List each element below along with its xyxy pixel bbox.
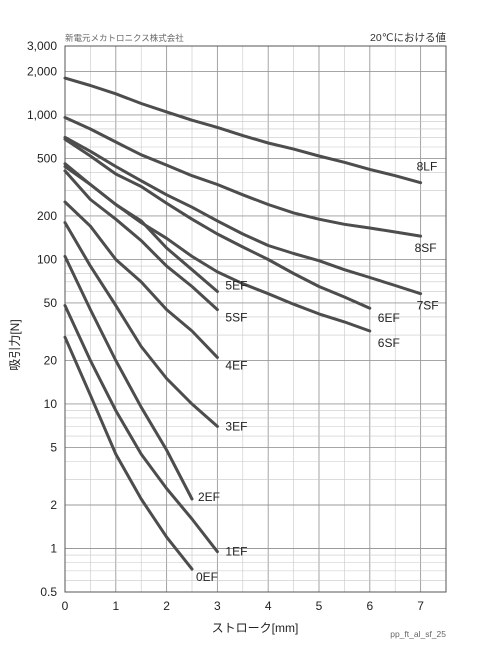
series-label-7sf: 7SF [417, 299, 439, 313]
company-name: 新電元メカトロニクス株式会社 [65, 33, 184, 43]
series-label-2ef: 2EF [198, 490, 220, 504]
series-line-4ef [63, 200, 219, 359]
y-tick-label: 50 [44, 296, 58, 310]
x-tick-label: 0 [62, 599, 69, 613]
series-line-6ef [63, 137, 372, 310]
x-tick-label: 1 [112, 599, 119, 613]
figure-code: pp_ft_al_sf_25 [390, 629, 446, 639]
y-tick-label: 500 [37, 151, 57, 165]
series-labels: 0EF 1EF 2EF 3EF 4EF 5SF 5EF 6SF 6EF 7SF 8SF 8LF [196, 160, 439, 584]
series-label-0ef: 0EF [196, 570, 218, 584]
x-tick-label: 7 [417, 599, 424, 613]
y-tick-label: 1,000 [27, 108, 57, 122]
series-label-6ef: 6EF [378, 311, 400, 325]
y-tick-label: 0.5 [40, 585, 57, 599]
plot-frame [64, 45, 447, 593]
series-line-1ef [63, 304, 219, 554]
series-line-8lf [63, 76, 423, 185]
x-axis-title: ストローク[mm] [212, 621, 299, 635]
series-label-8lf: 8LF [417, 160, 438, 174]
x-tick-label: 2 [163, 599, 170, 613]
series-lines [63, 76, 423, 571]
series-line-3ef [63, 221, 219, 428]
y-tick-label: 200 [37, 209, 57, 223]
series-label-3ef: 3EF [225, 419, 247, 433]
x-tick-label: 6 [366, 599, 373, 613]
series-line-7sf [63, 135, 423, 296]
series-label-8sf: 8SF [415, 241, 437, 255]
y-tick-label: 20 [44, 353, 58, 367]
y-ticks: 0.5 1 2 5 10 20 50 100 200 500 1,000 2,000 3,000 [27, 39, 57, 599]
series-label-1ef: 1EF [225, 545, 247, 559]
series-line-6sf [63, 162, 372, 333]
series-line-2ef [63, 254, 194, 501]
series-label-5sf: 5SF [225, 311, 247, 325]
x-ticks: 0 1 2 3 4 5 6 7 [62, 599, 425, 613]
y-tick-label: 2 [50, 498, 57, 512]
x-tick-label: 5 [316, 599, 323, 613]
series-line-8sf [63, 116, 423, 238]
y-tick-label: 2,000 [27, 64, 57, 78]
condition-note: 20℃における値 [370, 31, 446, 44]
y-tick-label: 1 [50, 541, 57, 555]
y-tick-label: 3,000 [27, 39, 57, 53]
series-line-0ef [63, 335, 194, 571]
series-label-5ef: 5EF [225, 279, 247, 293]
grid [65, 45, 446, 593]
series-line-5sf [63, 169, 219, 312]
x-tick-label: 3 [214, 599, 221, 613]
y-axis-title: 吸引力[N] [8, 319, 22, 370]
y-tick-label: 10 [44, 397, 58, 411]
y-tick-label: 5 [50, 440, 57, 454]
y-tick-label: 100 [37, 252, 57, 266]
series-label-6sf: 6SF [378, 336, 400, 350]
series-label-4ef: 4EF [225, 358, 247, 372]
x-tick-label: 4 [265, 599, 272, 613]
